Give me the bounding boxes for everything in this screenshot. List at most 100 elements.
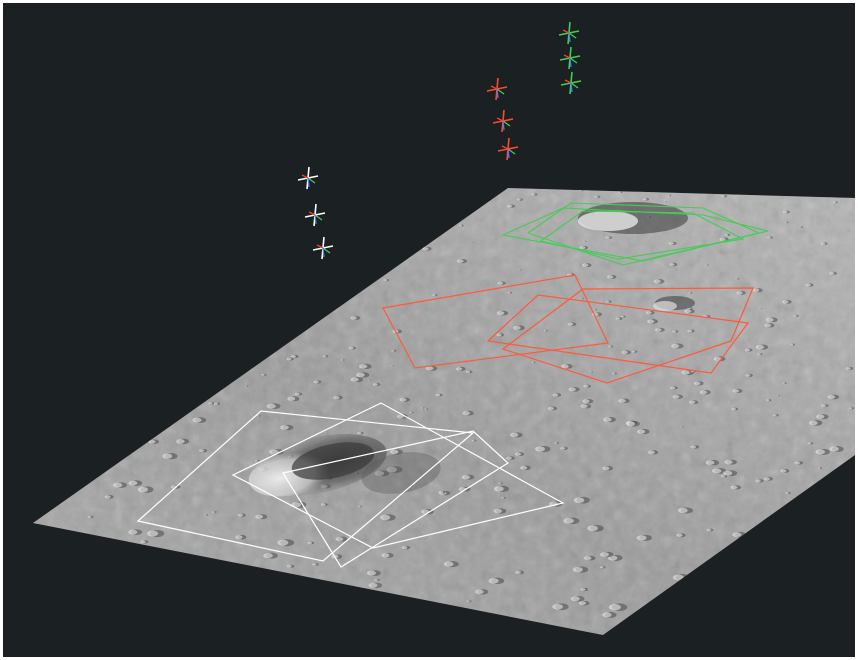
camera-marker[interactable]	[558, 21, 580, 45]
crater-highlight	[466, 600, 470, 603]
crater-highlight	[516, 198, 521, 201]
red-footprint[interactable]	[501, 287, 754, 384]
green-footprint[interactable]	[539, 210, 745, 260]
crater-highlight	[128, 480, 138, 486]
crater-highlight	[584, 556, 592, 561]
axis-line	[496, 88, 499, 99]
crater-highlight	[321, 503, 326, 506]
crater-highlight	[615, 317, 621, 320]
crater-highlight	[618, 191, 622, 193]
crater-highlight	[535, 446, 546, 452]
crater-highlight	[358, 364, 368, 369]
crater-highlight	[237, 513, 244, 517]
crater-highlight	[401, 546, 408, 549]
crater-highlight	[572, 566, 583, 573]
3d-scene[interactable]	[3, 3, 855, 657]
crater-highlight	[531, 361, 535, 364]
axis-line	[568, 32, 571, 43]
crater-highlight	[721, 195, 725, 198]
camera-marker[interactable]	[492, 109, 514, 133]
crater-highlight	[582, 399, 590, 403]
crater-highlight	[513, 325, 521, 330]
crater-highlight	[600, 552, 609, 557]
camera-marker[interactable]	[560, 71, 582, 95]
crater-highlight	[848, 407, 853, 410]
camera-marker[interactable]	[559, 46, 581, 70]
crater-highlight	[672, 330, 677, 333]
camera-marker[interactable]	[297, 166, 319, 190]
axis-line	[568, 32, 577, 39]
crater-highlight	[104, 495, 111, 499]
axis-line	[502, 120, 511, 127]
crater-highlight	[368, 583, 378, 588]
axis-line	[569, 57, 572, 68]
crater-highlight	[808, 420, 818, 426]
camera-marker[interactable]	[312, 236, 334, 260]
axis-line	[570, 82, 579, 89]
crater-highlight	[348, 346, 354, 350]
crater-highlight	[765, 317, 774, 322]
crater-highlight	[462, 411, 470, 416]
crater-highlight	[817, 467, 821, 469]
white-footprints	[136, 402, 565, 568]
red-footprint[interactable]	[382, 274, 609, 369]
crater-highlight	[235, 535, 243, 540]
crater-highlight	[799, 226, 802, 228]
crater-highlight	[358, 505, 361, 508]
axis-line	[501, 145, 509, 150]
axis-line	[308, 211, 316, 216]
crater-highlight	[263, 553, 273, 559]
crater-highlight	[266, 403, 276, 409]
crater-highlight	[461, 475, 470, 480]
crater-highlight	[589, 371, 592, 373]
crater-highlight	[128, 529, 138, 535]
crater-highlight	[287, 396, 296, 401]
red-footprint[interactable]	[486, 294, 750, 374]
crater-highlight	[599, 566, 604, 569]
crater-highlight	[578, 211, 581, 213]
crater-highlight	[608, 345, 612, 348]
crater-highlight	[496, 333, 502, 337]
crater-highlight	[244, 385, 247, 387]
crater-highlight	[829, 446, 839, 452]
white-footprint[interactable]	[136, 410, 475, 562]
crater-highlight	[642, 198, 647, 201]
crater-highlight	[744, 348, 750, 352]
axis-line	[507, 148, 510, 159]
axis-line	[316, 244, 324, 249]
crater-highlight	[510, 432, 519, 438]
camera-marker[interactable]	[486, 77, 508, 101]
viewport[interactable]	[3, 3, 855, 657]
crater-highlight	[531, 193, 536, 196]
crater-highlight	[425, 366, 434, 371]
crater-highlight	[374, 470, 385, 476]
crater-highlight	[552, 603, 563, 610]
crater-highlight	[687, 329, 693, 333]
crater-highlight	[424, 408, 427, 410]
crater-field	[87, 189, 855, 618]
crater-highlight	[255, 459, 259, 462]
crater-highlight	[711, 468, 722, 474]
axis-line	[496, 117, 504, 122]
green-footprint[interactable]	[501, 207, 769, 262]
white-footprint[interactable]	[282, 430, 509, 568]
crater-highlight	[426, 287, 429, 289]
crater-highlight	[755, 344, 764, 350]
axis-line	[314, 214, 317, 225]
crater-highlight	[620, 315, 624, 318]
crater-highlight	[645, 311, 652, 315]
crater-highlight	[340, 359, 344, 361]
crater-highlight	[654, 328, 662, 332]
crater-highlight	[648, 450, 655, 455]
camera-marker[interactable]	[497, 137, 519, 161]
axis-line	[563, 54, 571, 59]
crater-highlight	[146, 530, 159, 537]
crater-highlight	[735, 277, 738, 280]
crater-highlight	[815, 449, 825, 455]
crater-highlight	[573, 497, 585, 504]
crater-highlight	[705, 460, 715, 465]
camera-marker[interactable]	[304, 203, 326, 227]
crater-highlight	[465, 370, 471, 374]
white-footprint[interactable]	[231, 402, 565, 549]
crater-highlight	[794, 461, 801, 465]
